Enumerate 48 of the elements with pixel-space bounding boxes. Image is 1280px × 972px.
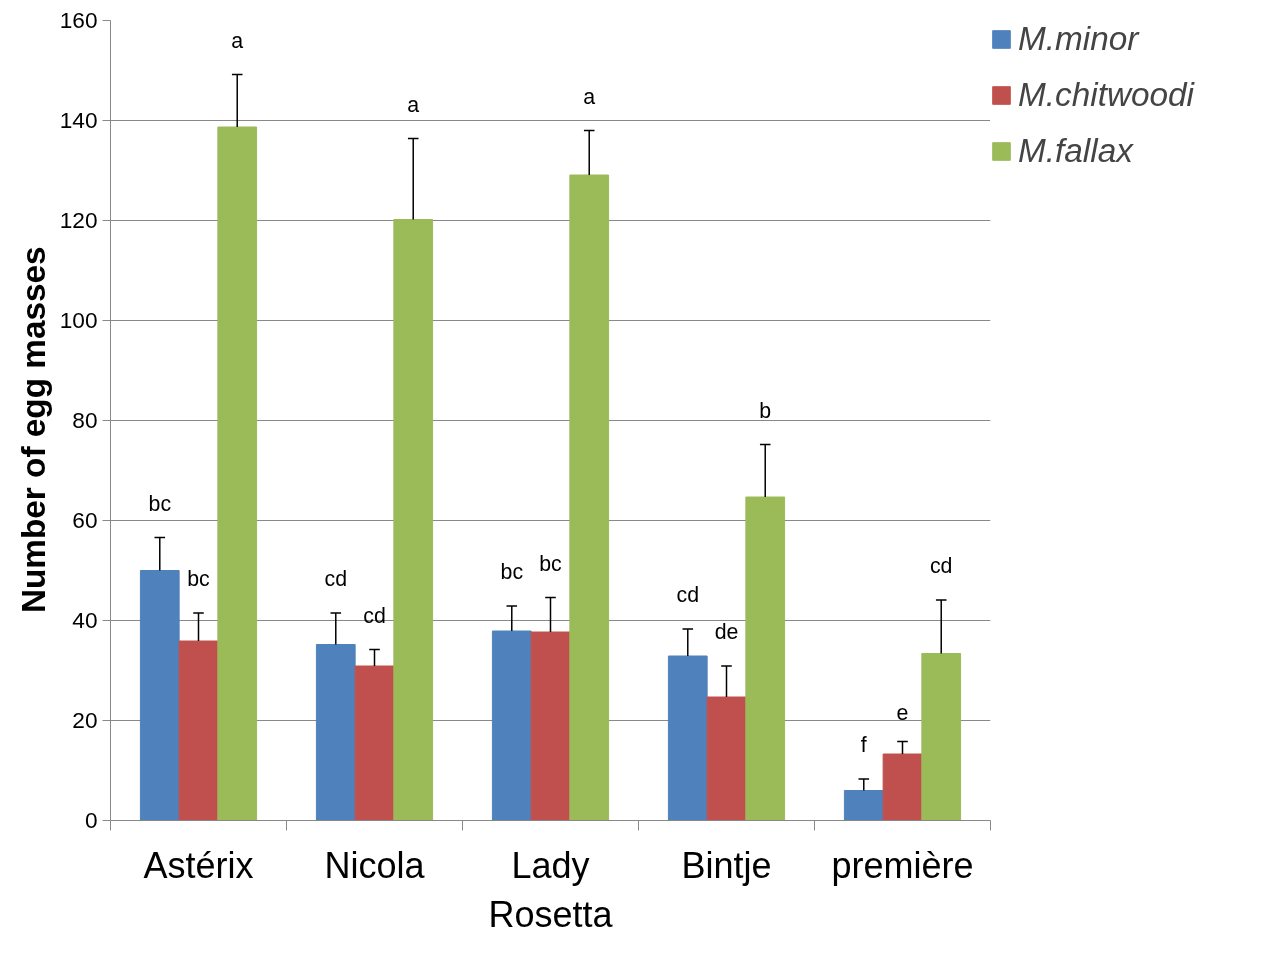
annotation: cd (324, 567, 348, 591)
x-tick-label: première (831, 844, 974, 886)
bar (354, 665, 395, 821)
annotation: cd (676, 583, 700, 607)
annotation: bc (187, 567, 211, 591)
bar (706, 696, 747, 821)
annotation: cd (929, 554, 953, 578)
bar (921, 653, 962, 821)
annotation: de (714, 620, 739, 644)
bar (530, 631, 571, 821)
y-tick-label: 140 (59, 107, 98, 133)
annotation: a (583, 84, 596, 109)
annotation: f (860, 733, 867, 757)
y-tick-label: 40 (72, 607, 98, 633)
y-axis-title: Number of egg masses (14, 246, 52, 614)
y-tick-label: 100 (59, 307, 98, 333)
bar (882, 753, 923, 821)
annotation: bc (539, 551, 563, 576)
bar (569, 174, 610, 821)
y-tick-label: 0 (84, 807, 98, 833)
y-tick-label: 80 (72, 407, 98, 433)
y-tick-label: 120 (59, 207, 98, 233)
bar (843, 790, 884, 821)
x-tick-label: Lady Rosetta (488, 844, 614, 935)
bar (491, 630, 532, 821)
bar (139, 570, 180, 821)
legend-label: M.chitwoodi (1018, 76, 1194, 114)
bar (217, 126, 258, 821)
bar (178, 640, 219, 821)
x-tick-label: Astérix (143, 844, 254, 886)
annotation: b (759, 398, 772, 423)
annotation: e (896, 700, 909, 725)
y-tick-label: 20 (72, 707, 98, 733)
bar (315, 644, 356, 821)
annotation: bc (148, 491, 172, 516)
x-tick-label: Bintje (681, 844, 772, 886)
legend-label: M.minor (1018, 20, 1139, 58)
bar (667, 655, 708, 821)
x-tick-label: Nicola (324, 844, 426, 886)
y-tick-label: 60 (72, 507, 98, 533)
annotation: a (231, 28, 244, 53)
annotation: a (407, 92, 420, 117)
y-tick-label: 160 (59, 7, 98, 33)
bar (393, 219, 434, 821)
legend-label: M.fallax (1018, 132, 1133, 170)
annotation: bc (500, 560, 524, 584)
annotation: cd (363, 603, 386, 628)
bar (745, 496, 786, 821)
